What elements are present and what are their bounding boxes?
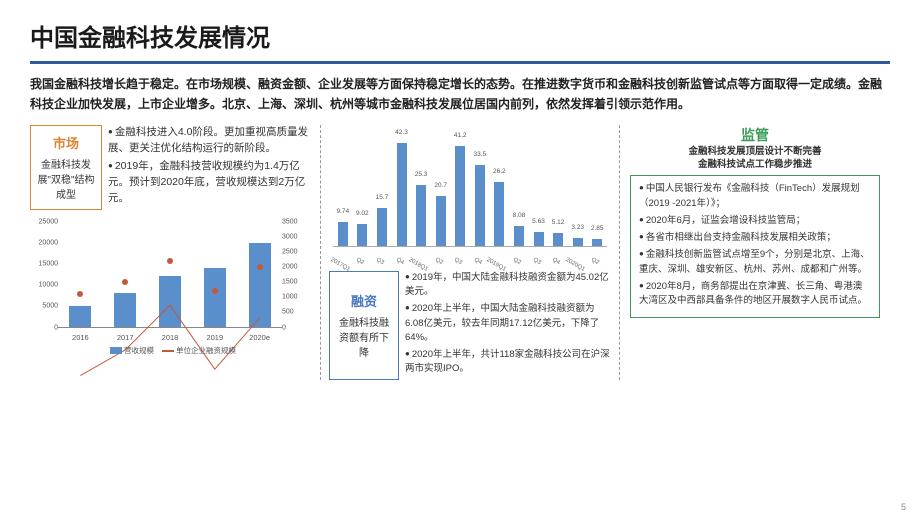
quarter-bar (416, 185, 426, 246)
quarter-bar (338, 222, 348, 246)
quarter-bar (534, 232, 544, 246)
bullet-item: 2020年8月，商务部提出在京津冀、长三角、粤港澳大湾区及中西部具备条件的地区开… (639, 280, 871, 309)
x-label: Q3 (375, 257, 385, 266)
quarter-bar (573, 238, 583, 246)
x-label: Q3 (453, 257, 463, 266)
regulation-sub1: 金融科技发展顶层设计不断完善 (630, 145, 880, 158)
regulation-bullets: 中国人民银行发布《金融科技（FinTech）发展规划（2019 -2021年）》… (630, 175, 880, 318)
bar-value-label: 9.02 (356, 210, 369, 217)
x-label: Q2 (512, 257, 522, 266)
column-financing: 9.74 9.02 15.7 42.3 25.3 20.7 41.2 33.5 26.2 8.08… (320, 125, 620, 380)
regulation-heading: 监管 (630, 125, 880, 145)
bar-value-label: 3.23 (571, 224, 584, 231)
market-label-box: 市场 金融科技发展"双稳"结构成型 (30, 125, 102, 210)
market-bullets: 金融科技进入4.0阶段。更加重视高质量发展、更关注优化结构运行的新阶段。2019… (108, 125, 310, 210)
page-title: 中国金融科技发展情况 (30, 18, 890, 64)
quarter-bar (397, 143, 407, 245)
column-market: 市场 金融科技发展"双稳"结构成型 金融科技进入4.0阶段。更加重视高质量发展、… (30, 125, 310, 380)
bar-value-label: 41.2 (454, 132, 467, 139)
quarter-bar (455, 146, 465, 246)
bar-value-label: 2.85 (591, 225, 604, 232)
bullet-item: 2020年6月，证监会增设科技监管局； (639, 214, 871, 228)
x-label: Q2 (355, 257, 365, 266)
quarter-bar (475, 165, 485, 246)
bar-value-label: 26.2 (493, 168, 506, 175)
bullet-item: 2019年，中国大陆金融科技融资金额为45.02亿美元。 (405, 271, 611, 300)
quarter-bar (377, 208, 387, 246)
financing-heading: 融资 (336, 291, 392, 310)
financing-sub: 金融科技融资额有所下降 (336, 314, 392, 359)
bar-value-label: 8.08 (513, 212, 526, 219)
x-label: Q4 (473, 257, 483, 266)
page-number: 5 (901, 502, 906, 512)
quarter-bar (357, 224, 367, 246)
bullet-item: 2019年，金融科技营收规模约为1.4万亿元。预计到2020年底，营收规模达到2… (108, 159, 310, 206)
quarter-bar (514, 226, 524, 246)
bullet-item: 中国人民银行发布《金融科技（FinTech）发展规划（2019 -2021年）》… (639, 182, 871, 211)
bullet-item: 2020年上半年，共计118家金融科技公司在沪深两市实现IPO。 (405, 348, 611, 377)
financing-label-box: 融资 金融科技融资额有所下降 (329, 271, 399, 380)
bullet-item: 金融科技创新监管试点增至9个，分别是北京、上海、重庆、深圳、雄安新区、杭州、苏州… (639, 248, 871, 277)
regulation-sub2: 金融科技试点工作稳步推进 (630, 158, 880, 171)
market-heading: 市场 (37, 133, 95, 152)
column-regulation: 监管 金融科技发展顶层设计不断完善 金融科技试点工作稳步推进 中国人民银行发布《… (630, 125, 880, 380)
combo-legend: 营收规模 单位企业融资规模 (30, 345, 310, 356)
quarter-bar (436, 196, 446, 246)
bullet-item: 2020年上半年，中国大陆金融科技融资额为6.08亿美元，较去年同期17.12亿… (405, 302, 611, 345)
x-label: Q2 (434, 257, 444, 266)
financing-bullets: 2019年，中国大陆金融科技融资金额为45.02亿美元。2020年上半年，中国大… (405, 271, 611, 380)
bar-value-label: 20.7 (434, 182, 447, 189)
bar-value-label: 5.12 (552, 219, 565, 226)
bullet-item: 各省市相继出台支持金融科技发展相关政策； (639, 231, 871, 245)
x-label: Q4 (394, 257, 404, 266)
bar-value-label: 42.3 (395, 129, 408, 136)
quarter-bar-chart: 9.74 9.02 15.7 42.3 25.3 20.7 41.2 33.5 26.2 8.08… (329, 125, 611, 265)
bar-value-label: 33.5 (473, 151, 486, 158)
bar-value-label: 5.63 (532, 218, 545, 225)
bar-value-label: 15.7 (376, 194, 389, 201)
x-label: Q2 (590, 257, 600, 266)
x-label: Q4 (551, 257, 561, 266)
bar-value-label: 25.3 (415, 171, 428, 178)
quarter-bar (592, 239, 602, 246)
market-sub: 金融科技发展"双稳"结构成型 (37, 156, 95, 201)
quarter-bar (553, 233, 563, 245)
quarter-bar (494, 182, 504, 245)
intro-paragraph: 我国金融科技增长趋于稳定。在市场规模、融资金额、企业发展等方面保持稳定增长的态势… (30, 74, 890, 115)
combo-chart: 0500010000150002000025000 05001000150020… (30, 216, 310, 356)
bullet-item: 金融科技进入4.0阶段。更加重视高质量发展、更关注优化结构运行的新阶段。 (108, 125, 310, 157)
bar-value-label: 9.74 (336, 208, 349, 215)
x-label: Q3 (531, 257, 541, 266)
